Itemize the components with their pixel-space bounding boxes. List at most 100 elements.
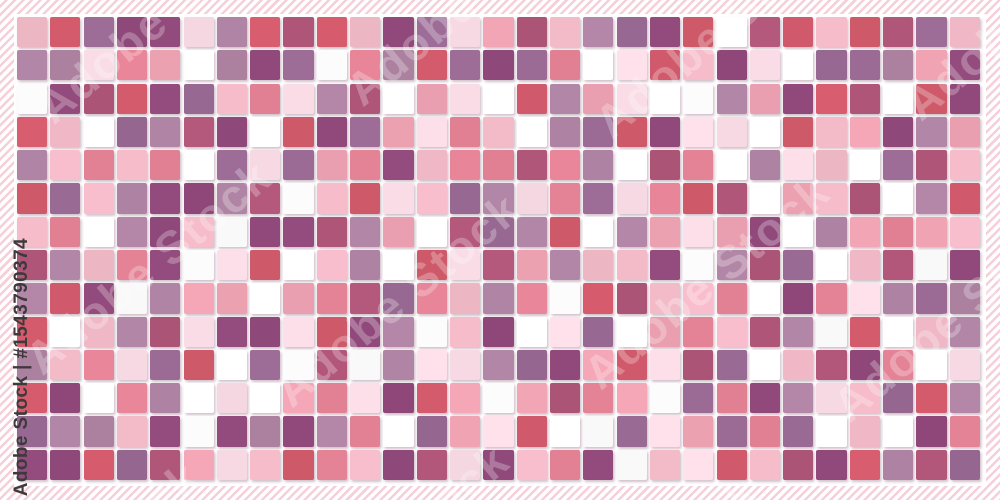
mosaic-tile <box>949 216 980 247</box>
mosaic-tile <box>549 283 581 314</box>
mosaic-tile <box>183 50 214 81</box>
mosaic-tile <box>283 50 314 81</box>
mosaic-tile <box>116 383 148 414</box>
mosaic-tile <box>749 83 780 114</box>
mosaic-tile <box>150 449 181 480</box>
mosaic-tile <box>516 150 547 181</box>
mosaic-tile <box>483 83 514 114</box>
mosaic-tile <box>383 283 414 314</box>
mosaic-tile <box>250 116 281 148</box>
mosaic-tile <box>216 250 248 281</box>
mosaic-tile <box>283 349 314 381</box>
mosaic-tile <box>316 216 347 247</box>
mosaic-tile <box>116 17 148 48</box>
mosaic-tile <box>50 83 81 114</box>
mosaic-tile <box>783 250 814 281</box>
mosaic-tile <box>949 83 980 114</box>
mosaic-tile <box>883 183 914 214</box>
mosaic-tile <box>416 316 447 347</box>
mosaic-tile <box>216 150 248 181</box>
mosaic-tile <box>649 283 681 314</box>
mosaic-tile <box>516 216 547 247</box>
mosaic-tile <box>416 116 447 148</box>
mosaic-tile <box>50 250 81 281</box>
mosaic-tile <box>949 449 980 480</box>
mosaic-tile <box>83 50 114 81</box>
mosaic-tile <box>183 116 214 148</box>
mosaic-tile <box>749 250 780 281</box>
mosaic-tile <box>350 50 381 81</box>
mosaic-tile <box>549 50 581 81</box>
mosaic-tile <box>816 150 847 181</box>
mosaic-tile <box>516 50 547 81</box>
mosaic-tile <box>916 250 947 281</box>
mosaic-tile <box>583 116 614 148</box>
mosaic-tile <box>350 383 381 414</box>
mosaic-tile <box>350 283 381 314</box>
mosaic-tile <box>583 283 614 314</box>
mosaic-tile <box>216 17 248 48</box>
mosaic-tile <box>350 250 381 281</box>
mosaic-tile <box>316 283 347 314</box>
mosaic-tile <box>416 216 447 247</box>
mosaic-tile <box>783 116 814 148</box>
mosaic-tile <box>716 216 747 247</box>
mosaic-tile <box>616 50 647 81</box>
mosaic-tile <box>183 183 214 214</box>
mosaic-tile <box>116 83 148 114</box>
mosaic-tile <box>949 416 980 447</box>
mosaic-tile <box>816 283 847 314</box>
mosaic-tile <box>150 17 181 48</box>
mosaic-tile <box>350 449 381 480</box>
mosaic-tile <box>483 316 514 347</box>
mosaic-tile <box>17 116 48 148</box>
mosaic-tile <box>816 116 847 148</box>
mosaic-tile <box>150 116 181 148</box>
mosaic-tile <box>616 383 647 414</box>
mosaic-tile <box>916 349 947 381</box>
mosaic-tile <box>283 283 314 314</box>
mosaic-tile <box>17 416 48 447</box>
mosaic-tile <box>749 283 780 314</box>
mosaic-tile <box>416 183 447 214</box>
mosaic-tile <box>250 83 281 114</box>
mosaic-tile <box>283 183 314 214</box>
mosaic-tile <box>283 449 314 480</box>
mosaic-tile <box>883 283 914 314</box>
mosaic-tile <box>83 449 114 480</box>
mosaic-tile <box>250 283 281 314</box>
mosaic-tile <box>749 50 780 81</box>
mosaic-tile <box>916 150 947 181</box>
mosaic-tile <box>416 50 447 81</box>
mosaic-tile <box>483 416 514 447</box>
mosaic-tile <box>150 349 181 381</box>
mosaic-tile <box>516 449 547 480</box>
mosaic-tile <box>17 50 48 81</box>
mosaic-tile <box>150 216 181 247</box>
mosaic-tile <box>450 283 481 314</box>
mosaic-tile <box>150 316 181 347</box>
mosaic-tile <box>383 250 414 281</box>
mosaic-tile <box>683 17 714 48</box>
mosaic-tile <box>949 116 980 148</box>
mosaic-tile <box>949 349 980 381</box>
mosaic-tile <box>849 116 880 148</box>
mosaic-tile <box>683 349 714 381</box>
mosaic-tile <box>649 349 681 381</box>
mosaic-tile <box>783 383 814 414</box>
mosaic-tile <box>83 349 114 381</box>
mosaic-tile <box>483 250 514 281</box>
mosaic-tile <box>383 349 414 381</box>
mosaic-tile <box>416 349 447 381</box>
mosaic-tile <box>183 250 214 281</box>
mosaic-tile <box>216 416 248 447</box>
mosaic-tile <box>616 183 647 214</box>
mosaic-tile <box>716 83 747 114</box>
mosaic-tile <box>450 383 481 414</box>
mosaic-tile <box>849 416 880 447</box>
mosaic-tile <box>483 283 514 314</box>
mosaic-tile <box>716 383 747 414</box>
mosaic-tile <box>150 283 181 314</box>
mosaic-tile <box>649 383 681 414</box>
